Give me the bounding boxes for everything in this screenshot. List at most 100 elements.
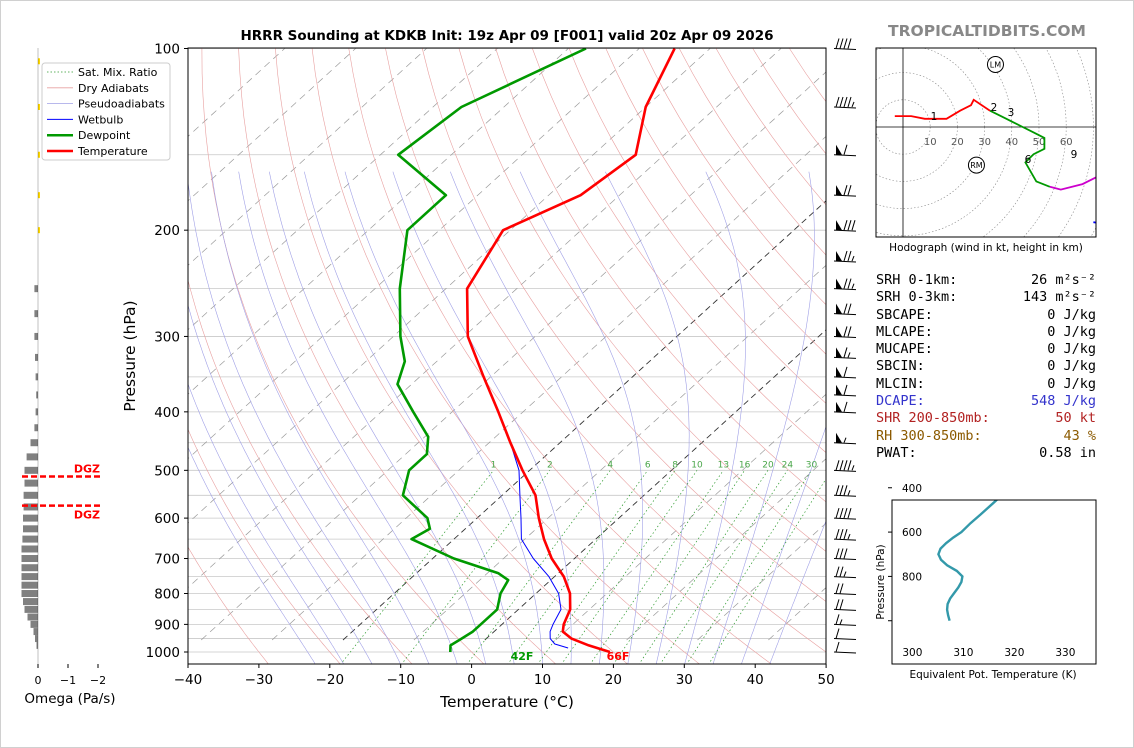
wind-barb-full — [843, 548, 848, 559]
x-tick-label: 0 — [467, 672, 476, 688]
stat-row: MLCAPE: 0 J/kg — [876, 324, 1096, 341]
omega-bar — [23, 503, 38, 511]
wind-barb — [833, 278, 857, 291]
legend-box — [41, 62, 171, 161]
stat-value: 0.58 in — [1039, 444, 1096, 461]
omega-bar — [34, 310, 38, 318]
wind-barb-full — [843, 144, 848, 155]
stat-value: 43 % — [1063, 427, 1096, 444]
wind-barb-full — [847, 303, 852, 314]
surface-temperature-label: 66F — [607, 650, 630, 663]
stat-row: PWAT: 0.58 in — [876, 445, 1096, 462]
omega-positive-mark — [38, 58, 40, 65]
stat-row: RH 300-850mb: 43 % — [876, 428, 1096, 445]
wind-barb-flag — [836, 185, 842, 196]
wind-barb-staff — [833, 411, 857, 414]
stat-row: SRH 0-3km: 143 m²s⁻² — [876, 289, 1096, 306]
omega-panel: DGZ DGZ 0 −1 −2 Omega (Pa/s) — [21, 48, 116, 707]
dry-adiabat-line — [568, 48, 826, 404]
wind-barb-staff — [833, 538, 857, 541]
hodo-frame — [875, 47, 1097, 238]
wind-barb-full — [835, 96, 840, 108]
isotherm-line — [188, 48, 427, 266]
mixing-ratio-line — [507, 470, 648, 664]
wind-barb-full — [839, 96, 844, 108]
wind-barb-full — [847, 507, 852, 519]
wind-barb — [833, 96, 857, 109]
hodo-ring-label: 60 — [1060, 137, 1073, 148]
omega-bar — [34, 424, 38, 432]
wind-barb-full — [843, 278, 848, 289]
wind-barb-full — [835, 641, 840, 653]
wind-barb-staff — [833, 335, 857, 338]
wind-barb-staff — [833, 517, 857, 520]
x-tick-label: 40 — [747, 672, 764, 688]
wind-barb-half — [843, 437, 847, 443]
pseudoadiabat-line — [238, 171, 458, 664]
hodo-height-label: 3 — [1008, 107, 1015, 119]
omega-bar — [35, 353, 38, 361]
wind-barb-full — [843, 528, 848, 540]
wind-barb-half — [851, 101, 855, 108]
theta-e-x-label: 330 — [1055, 647, 1075, 659]
wind-barb-staff — [833, 194, 857, 197]
y-tick-label: 900 — [154, 617, 180, 633]
hodo-motion-label: RM — [970, 161, 983, 170]
dry-adiabat-line — [458, 48, 826, 552]
wind-barb-flag — [836, 366, 842, 377]
pseudoadiabat-line — [605, 171, 690, 664]
omega-bar — [23, 598, 38, 606]
wind-barb-staff — [833, 576, 857, 579]
omega-bar — [22, 535, 38, 543]
isotherm-line — [697, 522, 826, 641]
mixing-ratio-line — [401, 470, 551, 664]
wind-barb-full — [839, 599, 844, 610]
hodo-ring-label: 40 — [1005, 137, 1018, 148]
hodo-height-label: 6 — [1025, 154, 1032, 166]
hodo-ring-label: 10 — [924, 137, 937, 148]
theta-e-y-label: 600 — [902, 527, 922, 539]
omega-tick-label: 0 — [35, 674, 42, 687]
wind-barb-staff — [833, 154, 857, 157]
wind-barb-full — [843, 384, 848, 396]
y-tick-label: 800 — [154, 587, 180, 603]
wind-barb-full — [835, 38, 840, 49]
legend: Sat. Mix. Ratio Dry Adiabats Pseudoadiabat… — [41, 62, 171, 161]
pseudoadiabat-line — [450, 171, 605, 664]
wind-barb — [833, 485, 857, 497]
stat-row: DCAPE: 548 J/kg — [876, 393, 1096, 410]
wind-barb-staff — [833, 106, 857, 109]
x-tick-label: −40 — [174, 672, 203, 688]
wind-barb-full — [839, 528, 844, 540]
wind-barb — [833, 641, 857, 654]
wind-barb-full — [835, 614, 840, 625]
wind-barb-full — [835, 583, 840, 594]
wind-barb-full — [835, 628, 840, 639]
y-tick-label: 300 — [154, 329, 180, 345]
dry-adiabat-line — [532, 48, 826, 453]
hodo-segment — [1093, 221, 1096, 224]
omega-bar — [35, 408, 38, 416]
wind-barb-staff — [833, 260, 857, 263]
wind-barb-staff — [833, 469, 857, 472]
theta-e-area — [937, 500, 999, 622]
wind-barb-flag — [836, 251, 842, 262]
wind-barb — [833, 303, 857, 316]
y-tick-label: 500 — [154, 463, 180, 479]
mixing-ratio-line — [466, 470, 611, 664]
mixing-ratio-label: 4 — [607, 460, 613, 470]
wind-barb-flag — [836, 384, 842, 395]
y-axis-title: Pressure (hPa) — [121, 300, 139, 411]
hodo-motion-label: LM — [990, 60, 1001, 69]
dgz-label: DGZ — [74, 509, 100, 522]
y-tick-label: 1000 — [146, 645, 180, 661]
temperature-profile — [465, 48, 676, 654]
wind-barb-full — [835, 528, 840, 540]
omega-positive-mark — [38, 103, 40, 110]
wind-barb-flag — [836, 278, 842, 289]
omega-bar — [27, 613, 38, 621]
hodo-segment — [894, 98, 991, 120]
wind-barb — [833, 614, 857, 626]
omega-axis-title: Omega (Pa/s) — [24, 691, 115, 707]
wind-barb — [833, 507, 857, 520]
